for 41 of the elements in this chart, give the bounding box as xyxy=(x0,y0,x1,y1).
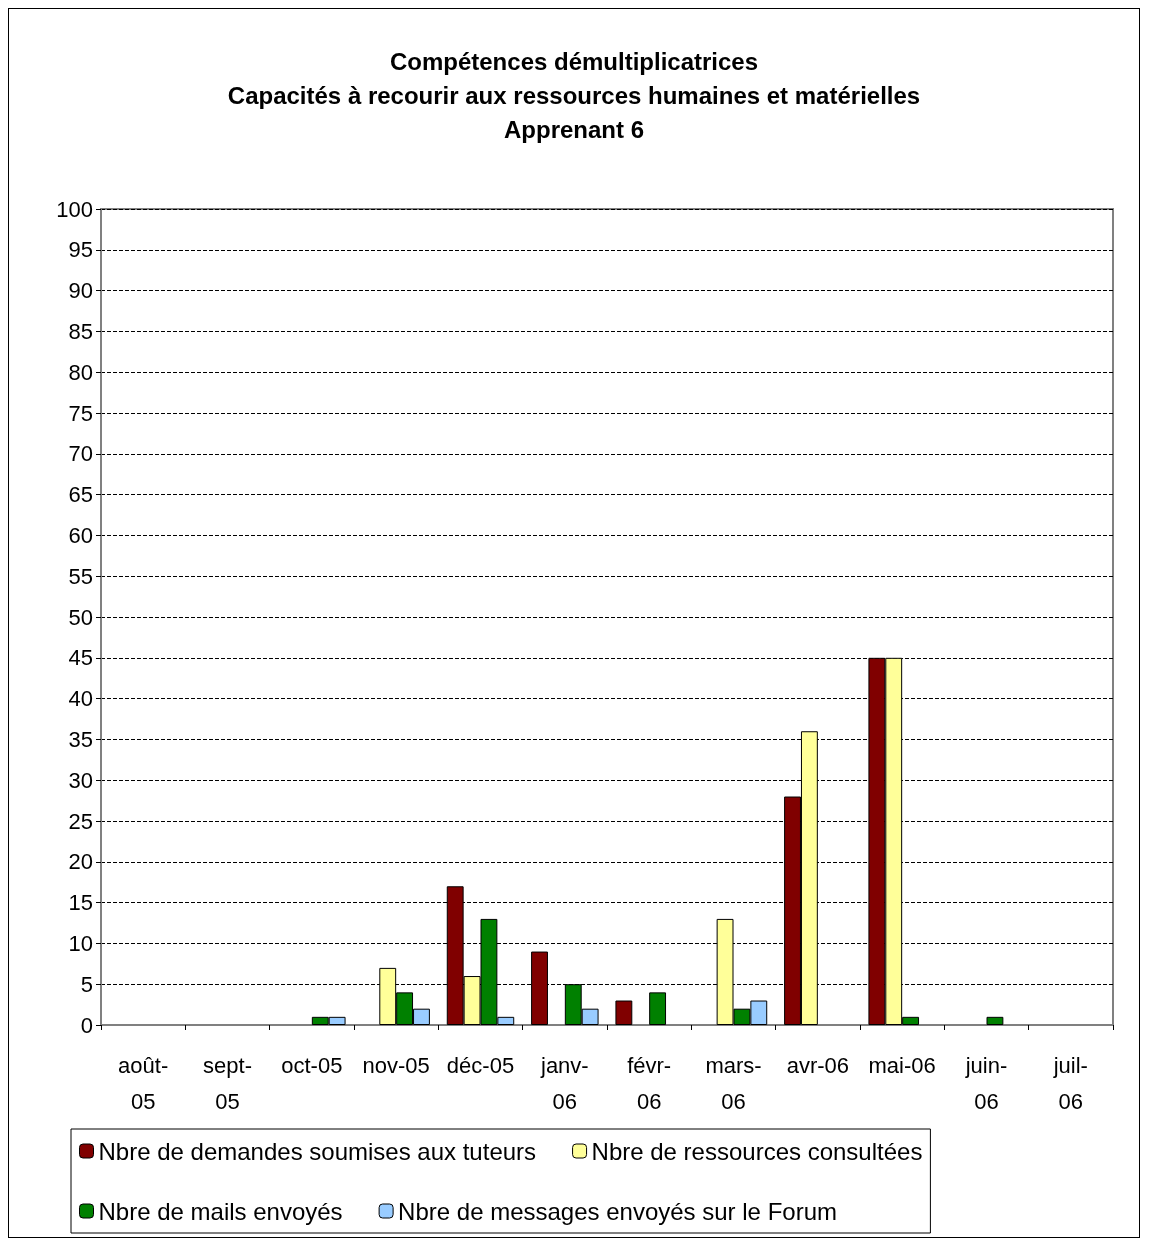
legend-label: Nbre de messages envoyés sur le Forum xyxy=(398,1197,837,1225)
y-tick-label: 40 xyxy=(68,686,93,712)
x-tick-label: août-05 xyxy=(118,1052,169,1114)
bar xyxy=(615,1000,633,1025)
x-tick-label: févr-06 xyxy=(627,1052,672,1114)
y-tick-label: 20 xyxy=(68,849,93,875)
y-tick-label: 95 xyxy=(68,237,93,263)
x-tick-label: oct-05 xyxy=(281,1052,343,1078)
x-tick-label: nov-05 xyxy=(362,1052,430,1078)
y-tick-label: 30 xyxy=(68,767,93,793)
y-tick-label: 85 xyxy=(68,318,93,344)
x-tick-label: juil-06 xyxy=(1052,1052,1088,1114)
y-tick-label: 55 xyxy=(68,563,93,589)
bar xyxy=(986,1016,1004,1025)
x-tick-label: juin-06 xyxy=(964,1052,1008,1114)
y-tick-label: 25 xyxy=(68,808,93,834)
y-tick-label: 65 xyxy=(68,482,93,508)
y-tick-label: 10 xyxy=(68,930,93,956)
x-tick-label: janv-06 xyxy=(539,1052,589,1114)
y-tick-label: 90 xyxy=(68,278,93,304)
x-tick-label: déc-05 xyxy=(446,1052,515,1078)
y-tick-label: 35 xyxy=(68,726,93,752)
legend-label: Nbre de demandes soumises aux tuteurs xyxy=(98,1137,537,1165)
y-tick-label: 45 xyxy=(68,645,93,671)
chart-title: Compétences démultiplicatrices Capacités à recourir aux ressources humaines et matérielles Apprenant 6 xyxy=(227,47,921,143)
y-tick-label: 5 xyxy=(80,971,93,997)
y-tick-label: 100 xyxy=(56,196,93,222)
y-tick-label: 15 xyxy=(68,890,93,916)
y-tick-label: 50 xyxy=(68,604,93,630)
x-tick-label: avr-06 xyxy=(786,1052,850,1078)
x-tick-label: mai-06 xyxy=(868,1052,936,1078)
bar xyxy=(649,992,667,1025)
y-tick-label: 70 xyxy=(68,441,93,467)
y-tick-label: 80 xyxy=(68,359,93,385)
y-tick-label: 0 xyxy=(80,1012,93,1038)
y-tick-label: 60 xyxy=(68,522,93,548)
legend-label: Nbre de ressources consultées xyxy=(591,1137,923,1165)
x-tick-label: sept-05 xyxy=(203,1052,252,1114)
legend-label: Nbre de mails envoyés xyxy=(98,1197,343,1225)
y-tick-label: 75 xyxy=(68,400,93,426)
x-tick-label: mars-06 xyxy=(705,1052,762,1114)
